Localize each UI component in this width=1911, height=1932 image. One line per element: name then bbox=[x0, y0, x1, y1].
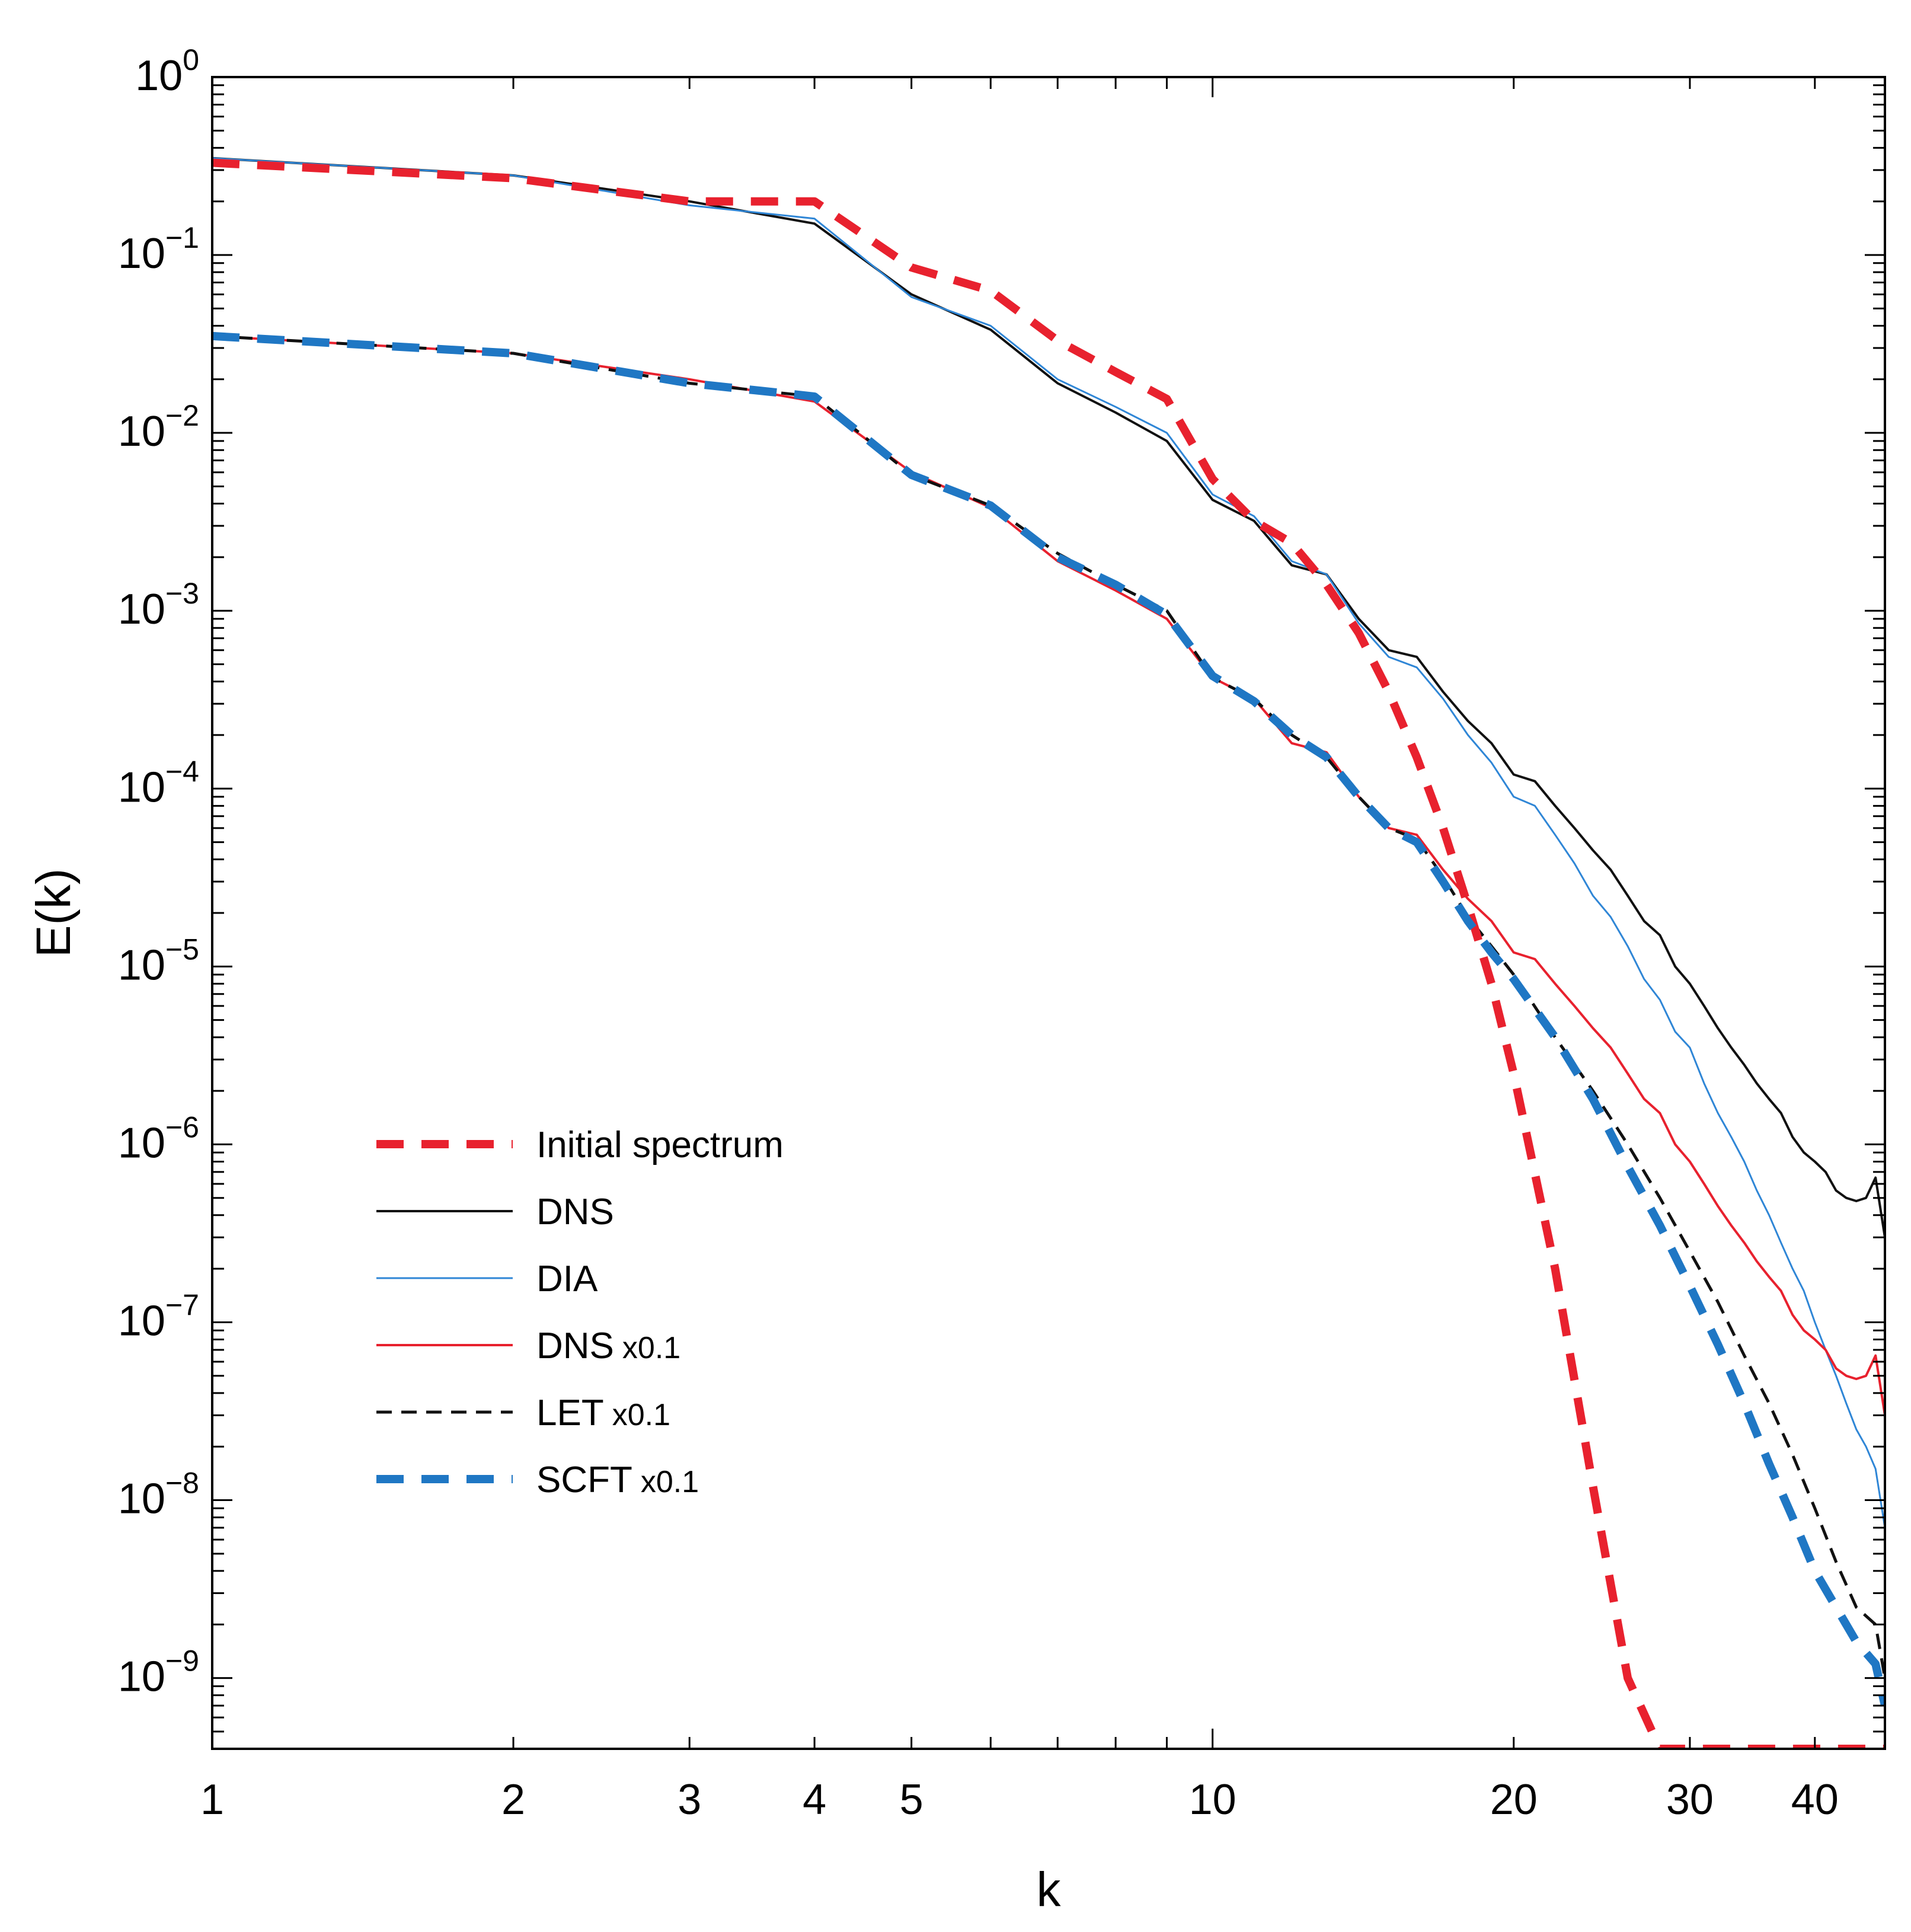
y-tick-label: 10−8 bbox=[118, 1467, 199, 1523]
y-tick-label: 10−5 bbox=[118, 933, 199, 989]
y-tick-label: 10−2 bbox=[118, 399, 199, 455]
legend-entry-scft-x0-1: SCFT x0.1 bbox=[376, 1460, 699, 1500]
y-tick-base: 10 bbox=[135, 52, 183, 100]
y-tick-exponent: −3 bbox=[165, 577, 199, 610]
series-line-dns-x0-1 bbox=[212, 334, 1885, 1416]
x-tick-label: 40 bbox=[1791, 1776, 1839, 1824]
legend-series-name: DIA bbox=[536, 1259, 598, 1299]
x-tick-label: 30 bbox=[1666, 1776, 1714, 1824]
x-tick-label: 10 bbox=[1189, 1776, 1236, 1824]
series-line-dns bbox=[212, 157, 1885, 1238]
legend-scale-factor: x0.1 bbox=[612, 1398, 670, 1432]
y-tick-base: 10 bbox=[118, 1119, 165, 1167]
legend-scale-factor: x0.1 bbox=[622, 1331, 680, 1365]
y-tick-label: 10−9 bbox=[118, 1644, 199, 1701]
y-tick-label: 10−6 bbox=[118, 1110, 199, 1167]
x-tick-label: 3 bbox=[678, 1776, 701, 1824]
x-tick-label: 1 bbox=[200, 1776, 224, 1824]
legend-label: Initial spectrum bbox=[536, 1125, 784, 1165]
y-axis-title: E(k) bbox=[27, 868, 81, 957]
legend-series-name: LET bbox=[536, 1393, 604, 1433]
legend-label: DNS bbox=[536, 1192, 614, 1232]
legend-entry-let-x0-1: LET x0.1 bbox=[376, 1393, 670, 1433]
x-tick-label: 20 bbox=[1490, 1776, 1538, 1824]
x-tick-label: 4 bbox=[803, 1776, 826, 1824]
legend-label: DIA bbox=[536, 1259, 598, 1299]
legend-series-name: DNS bbox=[536, 1326, 614, 1366]
y-tick-exponent: −9 bbox=[165, 1644, 199, 1678]
legend-series-name: SCFT bbox=[536, 1460, 632, 1500]
legend-label: LET x0.1 bbox=[536, 1393, 670, 1433]
y-tick-label: 10−4 bbox=[118, 755, 199, 811]
legend-entry-dns-x0-1: DNS x0.1 bbox=[376, 1326, 680, 1366]
y-tick-base: 10 bbox=[118, 1476, 165, 1523]
y-tick-base: 10 bbox=[118, 1297, 165, 1345]
y-tick-base: 10 bbox=[118, 764, 165, 811]
y-tick-exponent: −6 bbox=[165, 1110, 199, 1144]
x-tick-label: 5 bbox=[900, 1776, 923, 1824]
plot-frame bbox=[211, 76, 1886, 1750]
y-tick-label: 10−1 bbox=[118, 221, 199, 277]
y-tick-exponent: −1 bbox=[165, 221, 199, 254]
legend-scale-factor: x0.1 bbox=[641, 1465, 699, 1499]
y-tick-exponent: −4 bbox=[165, 755, 199, 788]
legend-label: DNS x0.1 bbox=[536, 1326, 680, 1366]
y-tick-exponent: −7 bbox=[165, 1288, 199, 1321]
series-line-dia bbox=[212, 157, 1885, 1528]
y-tick-exponent: −5 bbox=[165, 933, 199, 966]
y-tick-label: 10−3 bbox=[118, 577, 199, 633]
y-tick-label: 100 bbox=[135, 43, 199, 100]
x-tick-label: 2 bbox=[501, 1776, 525, 1824]
y-tick-exponent: −2 bbox=[165, 399, 199, 432]
y-tick-base: 10 bbox=[118, 1653, 165, 1701]
y-tick-base: 10 bbox=[118, 230, 165, 277]
series-line-scft-x0-1 bbox=[212, 331, 1885, 1707]
y-tick-exponent: −8 bbox=[165, 1467, 199, 1500]
y-tick-exponent: 0 bbox=[183, 43, 199, 76]
y-tick-base: 10 bbox=[118, 941, 165, 989]
y-tick-base: 10 bbox=[118, 586, 165, 633]
series-line-let-x0-1 bbox=[212, 334, 1885, 1679]
y-tick-base: 10 bbox=[118, 408, 165, 455]
legend-series-name: DNS bbox=[536, 1192, 614, 1232]
legend-series-name: Initial spectrum bbox=[536, 1125, 784, 1165]
legend-entry-initial-spectrum: Initial spectrum bbox=[376, 1125, 784, 1165]
series-line-initial-spectrum bbox=[212, 158, 1885, 1749]
y-tick-label: 10−7 bbox=[118, 1288, 199, 1345]
legend-label: SCFT x0.1 bbox=[536, 1460, 699, 1500]
legend-entry-dns: DNS bbox=[376, 1192, 614, 1232]
x-axis-title: k bbox=[1037, 1863, 1062, 1917]
legend-entry-dia: DIA bbox=[376, 1259, 598, 1299]
